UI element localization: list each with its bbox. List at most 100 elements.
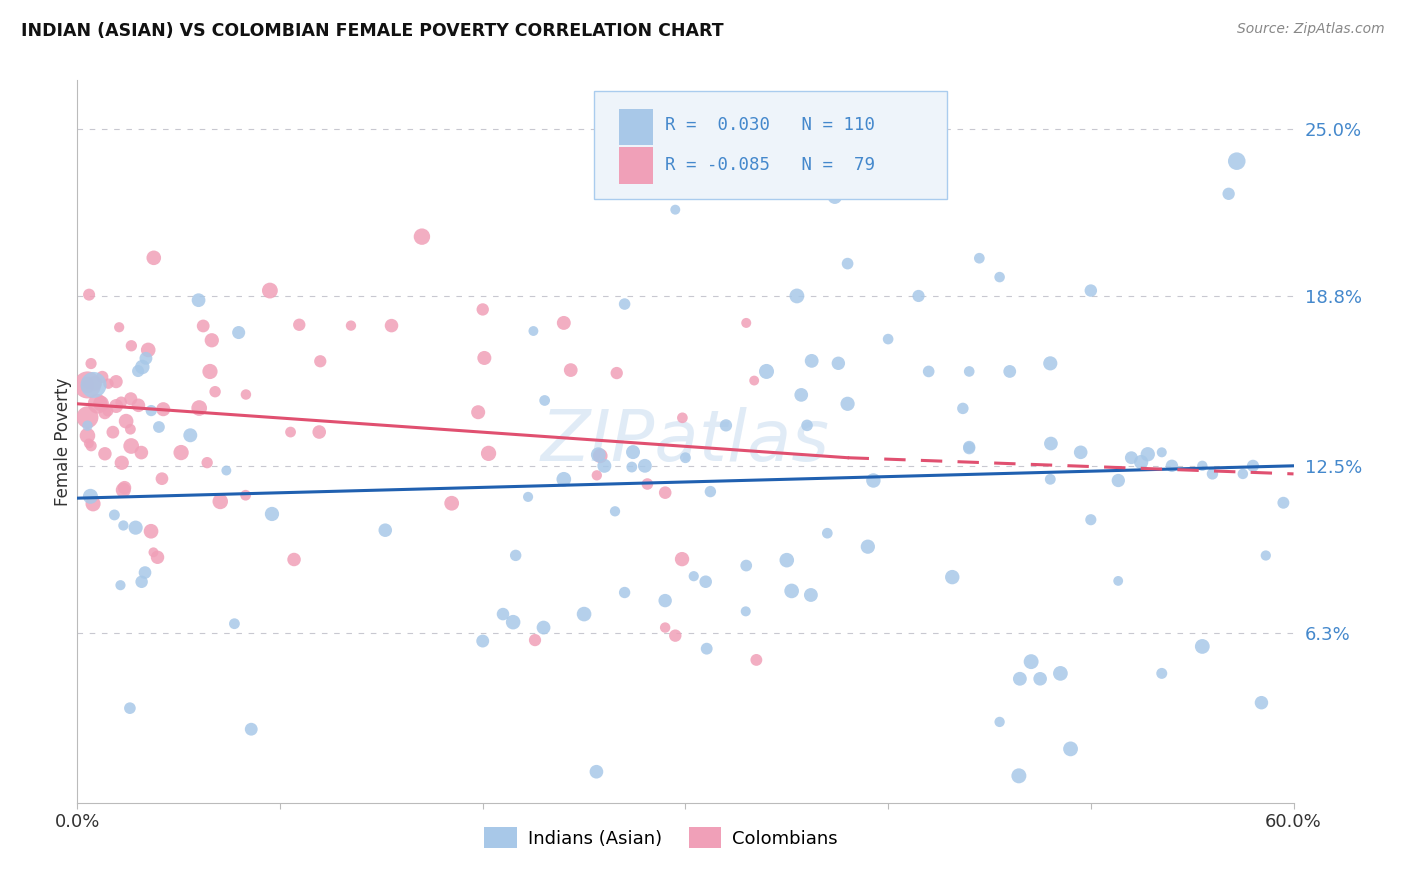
Point bbox=[502, 615, 524, 630]
Point bbox=[101, 425, 124, 439]
Point bbox=[522, 324, 544, 338]
Point bbox=[664, 629, 686, 643]
Point bbox=[1019, 655, 1042, 669]
Point bbox=[815, 526, 838, 541]
Point bbox=[735, 316, 758, 330]
Point bbox=[533, 621, 555, 635]
Point bbox=[634, 458, 657, 473]
Point bbox=[91, 370, 114, 384]
Point bbox=[907, 289, 929, 303]
Point bbox=[97, 404, 120, 418]
Point bbox=[585, 764, 607, 779]
Point bbox=[620, 460, 643, 475]
Point bbox=[204, 384, 226, 399]
Point bbox=[472, 351, 495, 365]
Point bbox=[572, 607, 595, 621]
Point bbox=[800, 588, 823, 602]
Point bbox=[1039, 472, 1062, 486]
Point bbox=[283, 552, 305, 566]
Point bbox=[877, 332, 900, 346]
Point bbox=[1250, 696, 1272, 710]
Point bbox=[524, 633, 547, 648]
Point bbox=[862, 474, 884, 488]
Point bbox=[745, 653, 768, 667]
Point bbox=[124, 521, 146, 535]
Point bbox=[97, 376, 120, 391]
Point bbox=[824, 190, 846, 204]
Point bbox=[103, 508, 125, 522]
Point bbox=[1232, 467, 1254, 481]
Point bbox=[742, 374, 765, 388]
Point bbox=[77, 436, 100, 450]
Point bbox=[714, 418, 737, 433]
Point bbox=[120, 422, 142, 436]
Point bbox=[1008, 672, 1031, 686]
Point bbox=[1150, 445, 1173, 459]
Point bbox=[1201, 467, 1223, 481]
Point bbox=[969, 251, 991, 265]
Point bbox=[80, 439, 103, 453]
Point bbox=[671, 410, 693, 425]
Point bbox=[80, 357, 103, 371]
Point bbox=[988, 270, 1011, 285]
FancyBboxPatch shape bbox=[595, 91, 946, 200]
Point bbox=[1107, 474, 1129, 488]
Point bbox=[193, 318, 215, 333]
Point bbox=[1272, 496, 1295, 510]
Point bbox=[471, 634, 494, 648]
Point bbox=[800, 354, 823, 368]
Point bbox=[1080, 513, 1102, 527]
Point bbox=[105, 399, 128, 413]
Point bbox=[79, 489, 101, 503]
Point bbox=[120, 439, 142, 453]
Point bbox=[1107, 574, 1129, 588]
Point bbox=[127, 364, 149, 378]
Point bbox=[260, 507, 283, 521]
Point bbox=[613, 585, 636, 599]
Point bbox=[699, 484, 721, 499]
Point bbox=[1191, 458, 1213, 473]
FancyBboxPatch shape bbox=[619, 109, 652, 145]
Point bbox=[340, 318, 363, 333]
Point bbox=[127, 398, 149, 412]
Point bbox=[235, 387, 257, 401]
Point bbox=[1039, 436, 1062, 450]
Point bbox=[734, 604, 756, 618]
Point bbox=[941, 570, 963, 584]
Point bbox=[1241, 458, 1264, 473]
Point bbox=[380, 318, 402, 333]
Point bbox=[179, 428, 201, 442]
Point bbox=[560, 363, 582, 377]
Point bbox=[1121, 450, 1143, 465]
Point bbox=[856, 540, 879, 554]
Point bbox=[309, 354, 332, 368]
Point bbox=[589, 449, 612, 463]
Point bbox=[505, 549, 527, 563]
Point bbox=[627, 179, 650, 194]
Point bbox=[588, 448, 610, 462]
Point bbox=[280, 425, 302, 439]
Point bbox=[593, 458, 616, 473]
Point bbox=[517, 490, 540, 504]
Point bbox=[613, 297, 636, 311]
Point bbox=[170, 445, 193, 459]
Point bbox=[1059, 742, 1081, 756]
Point bbox=[142, 545, 165, 559]
Point bbox=[786, 289, 808, 303]
Point bbox=[790, 388, 813, 402]
Point bbox=[215, 463, 238, 477]
Point bbox=[115, 414, 138, 428]
Point bbox=[780, 583, 803, 598]
Point bbox=[664, 202, 686, 217]
Point bbox=[224, 616, 246, 631]
Point bbox=[675, 450, 697, 465]
Point bbox=[636, 477, 658, 491]
Point bbox=[76, 379, 98, 393]
Point bbox=[76, 428, 98, 442]
Point bbox=[83, 378, 105, 392]
Point bbox=[440, 496, 463, 510]
Point bbox=[142, 251, 165, 265]
Point bbox=[131, 445, 153, 459]
Point bbox=[114, 481, 136, 495]
Point bbox=[467, 405, 489, 419]
